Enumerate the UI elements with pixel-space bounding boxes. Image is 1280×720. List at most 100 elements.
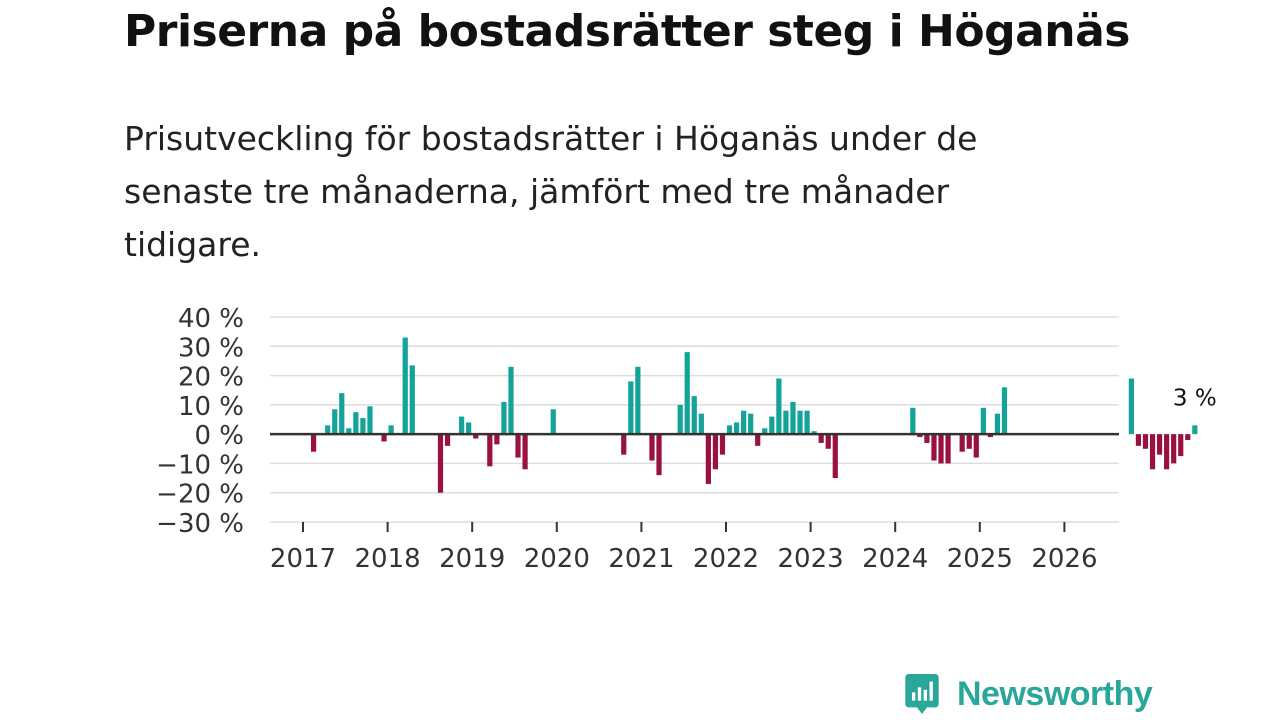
bar — [437, 434, 444, 493]
bar — [621, 434, 627, 455]
bar — [628, 381, 634, 435]
bar — [388, 425, 394, 435]
bar — [825, 434, 831, 449]
bar — [832, 434, 838, 479]
bar — [712, 434, 719, 470]
bar — [790, 401, 796, 435]
bar — [684, 352, 690, 435]
bar — [959, 434, 965, 452]
x-tick-label: 2019 — [439, 544, 505, 574]
bar — [917, 434, 923, 438]
bar-chart: 40 %30 %20 %10 %0 %−10 %−20 %−30 % 2017 20… — [156, 304, 1217, 574]
bar — [980, 407, 986, 435]
y-tick-label: 0 % — [194, 421, 244, 451]
bar — [522, 434, 528, 470]
axes — [270, 432, 1119, 532]
bar — [945, 434, 951, 464]
bar — [332, 409, 338, 435]
bar — [409, 365, 415, 435]
bar — [635, 366, 641, 435]
bar — [1128, 378, 1134, 435]
bar — [797, 410, 803, 435]
y-tick-label: 10 % — [178, 392, 244, 422]
bar — [677, 404, 683, 435]
bar — [1135, 434, 1142, 446]
bar — [466, 422, 472, 435]
bar — [353, 412, 359, 435]
bar — [1185, 434, 1191, 440]
y-tick-label: −30 % — [156, 509, 244, 539]
bar — [762, 428, 768, 435]
y-tick-label: 40 % — [178, 304, 244, 334]
bar — [508, 366, 514, 435]
bar — [501, 401, 507, 435]
bar — [776, 378, 782, 435]
bar — [310, 434, 317, 452]
bar — [459, 416, 465, 435]
bar — [931, 434, 937, 461]
bar — [726, 425, 733, 435]
x-tick-label: 2022 — [693, 544, 759, 574]
x-tick-label: 2020 — [524, 544, 590, 574]
bar — [733, 422, 740, 435]
y-tick-label: 30 % — [178, 333, 244, 363]
bar — [994, 413, 1001, 435]
bar — [402, 337, 408, 435]
bar — [367, 406, 373, 435]
bar — [487, 434, 493, 467]
bar — [444, 434, 451, 446]
logo-text: Newsworthy — [957, 674, 1153, 713]
labels: 40 %30 %20 %10 %0 %−10 %−20 %−30 % 2017 20… — [156, 304, 1217, 574]
bar — [381, 434, 387, 442]
data-label: 3 % — [1173, 385, 1217, 411]
bar — [473, 434, 479, 439]
bar — [346, 428, 352, 435]
bar — [339, 393, 345, 435]
y-tick-label: 20 % — [178, 363, 244, 393]
bar — [1001, 387, 1008, 435]
bar — [783, 410, 789, 435]
bar — [748, 413, 754, 435]
bar — [515, 434, 521, 458]
bar — [966, 434, 972, 449]
bar — [755, 434, 761, 446]
x-tick-label: 2025 — [947, 544, 1013, 574]
bar — [910, 407, 916, 435]
x-tick-label: 2024 — [862, 544, 928, 574]
bar — [1149, 434, 1156, 470]
newsworthy-logo-icon — [905, 674, 939, 714]
bar — [1142, 434, 1149, 449]
bar — [649, 434, 655, 461]
bar — [705, 434, 711, 484]
bar — [924, 434, 930, 443]
y-tick-label: −10 % — [156, 450, 244, 480]
bar — [741, 410, 747, 435]
bar — [804, 410, 810, 435]
bar — [494, 434, 500, 445]
x-tick-label: 2026 — [1031, 544, 1097, 574]
bar — [769, 416, 775, 435]
bar — [1156, 434, 1163, 455]
bar — [550, 409, 556, 435]
bar — [811, 431, 817, 435]
x-tick-label: 2017 — [270, 544, 336, 574]
y-tick-label: −20 % — [156, 480, 244, 510]
bar — [719, 434, 726, 455]
newsworthy-logo: Newsworthy — [902, 670, 1153, 718]
bar — [1192, 425, 1198, 435]
bar — [987, 434, 993, 438]
bar — [360, 418, 366, 435]
bar — [973, 434, 979, 458]
chart-subtitle: Prisutveckling för bostadsrätter i Högan… — [124, 119, 978, 264]
bar — [938, 434, 944, 464]
bars — [310, 337, 1198, 493]
bar — [1171, 434, 1177, 464]
bar — [691, 396, 697, 435]
bar — [698, 413, 704, 435]
bar — [1178, 434, 1184, 457]
bar — [325, 425, 331, 435]
x-tick-label: 2018 — [355, 544, 421, 574]
bar — [1164, 434, 1170, 470]
x-tick-label: 2021 — [608, 544, 674, 574]
bar — [656, 434, 662, 476]
